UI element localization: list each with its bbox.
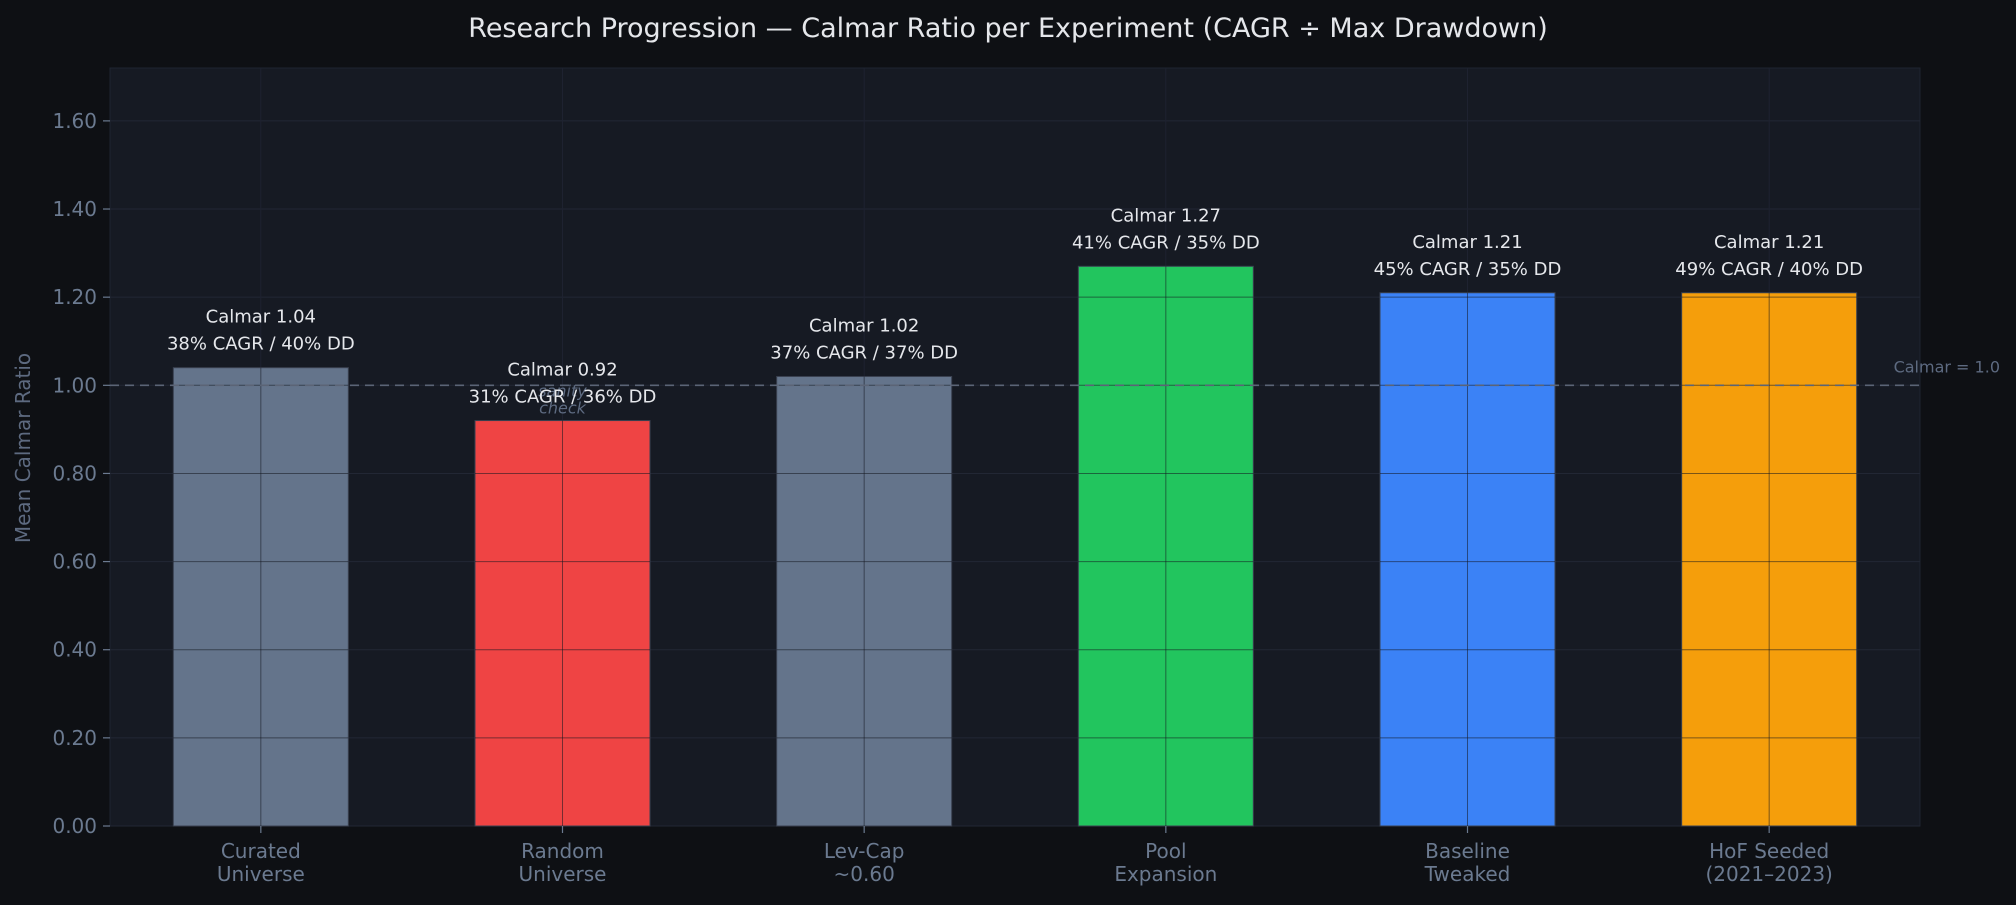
x-tick-label: Curated [221, 839, 301, 863]
bar-value-label: Calmar 0.92 [507, 360, 617, 381]
annotation-text: sanity [538, 382, 587, 401]
x-tick-label: Tweaked [1424, 862, 1511, 886]
bar-detail-label: 41% CAGR / 35% DD [1072, 232, 1260, 253]
y-tick-label: 0.60 [52, 550, 97, 574]
plot-area [109, 67, 1921, 827]
bar-detail-label: 45% CAGR / 35% DD [1374, 259, 1562, 280]
bar-detail-label: 38% CAGR / 40% DD [167, 334, 355, 355]
y-axis-label: Mean Calmar Ratio [11, 353, 35, 543]
annotation-text: check [539, 399, 587, 418]
x-tick-label: Lev-Cap [824, 839, 905, 863]
reference-line-group: Calmar = 1.0 [110, 357, 2000, 387]
reference-line-label: Calmar = 1.0 [1894, 357, 2000, 376]
bar-detail-label: 49% CAGR / 40% DD [1675, 259, 1863, 280]
x-tick-label: Universe [519, 862, 607, 886]
y-tick-label: 1.60 [52, 109, 97, 133]
x-tick-label: ~0.60 [834, 862, 895, 886]
x-tick-label: Baseline [1425, 839, 1510, 863]
bar-value-label: Calmar 1.04 [206, 307, 316, 328]
x-tick-label: Pool [1145, 839, 1186, 863]
x-tick-label: Expansion [1114, 862, 1217, 886]
bar-value-label: Calmar 1.27 [1111, 205, 1221, 226]
bar-value-label: Calmar 1.21 [1714, 232, 1824, 253]
x-tick-label: Random [521, 839, 604, 863]
x-tick-label: (2021–2023) [1705, 862, 1832, 886]
x-tick-label: Universe [217, 862, 305, 886]
bar-value-label: Calmar 1.21 [1412, 232, 1522, 253]
axes: 0.00 0.20 0.40 0.60 0.80 1.00 1.20 1.40 1.60 Cura… [52, 109, 1832, 886]
bar-detail-label: 31% CAGR / 36% DD [469, 387, 657, 408]
y-tick-label: 1.20 [52, 285, 97, 309]
y-tick-label: 0.40 [52, 638, 97, 662]
bar-detail-label: 37% CAGR / 37% DD [770, 342, 958, 363]
bar-value-label: Calmar 1.02 [809, 315, 919, 336]
chart-title: Research Progression — Calmar Ratio per … [468, 13, 1547, 44]
y-tick-label: 1.00 [52, 373, 97, 397]
y-tick-label: 0.20 [52, 726, 97, 750]
y-tick-label: 0.80 [52, 461, 97, 485]
x-tick-label: HoF Seeded [1709, 839, 1829, 863]
y-tick-label: 0.00 [52, 814, 97, 838]
y-tick-label: 1.40 [52, 197, 97, 221]
